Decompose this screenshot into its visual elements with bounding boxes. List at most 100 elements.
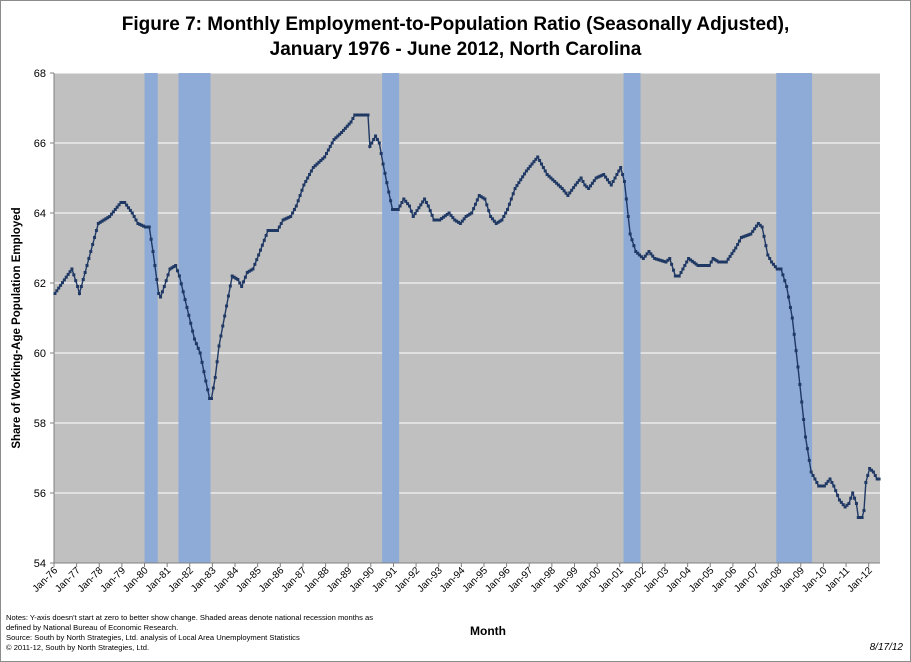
data-point [566, 194, 570, 197]
data-point [253, 262, 257, 266]
data-point [675, 274, 679, 278]
data-point [176, 269, 180, 273]
data-point [187, 313, 191, 317]
data-point [828, 477, 832, 481]
data-point [198, 351, 202, 355]
data-point [647, 250, 651, 253]
data-point [126, 206, 130, 210]
data-point [317, 160, 321, 164]
data-point [836, 493, 840, 497]
data-point [355, 113, 359, 117]
data-point [853, 496, 857, 500]
data-point [291, 211, 295, 215]
data-point [145, 225, 149, 229]
y-tick-label: 58 [34, 418, 46, 430]
data-point [766, 253, 770, 257]
data-point [257, 253, 261, 257]
data-point [538, 159, 542, 162]
data-point [321, 157, 325, 161]
recession-band [178, 73, 211, 563]
data-point [817, 484, 821, 488]
note-line: © 2011-12, South by North Strategies, Lt… [6, 643, 150, 652]
data-point [617, 169, 621, 173]
data-point [104, 217, 108, 221]
data-point [721, 260, 725, 264]
data-point [845, 503, 849, 507]
data-point [517, 181, 521, 185]
data-point [102, 218, 106, 222]
data-point [688, 258, 692, 262]
data-point [556, 183, 560, 187]
data-point [274, 229, 278, 232]
data-point [270, 229, 274, 232]
data-point [820, 484, 824, 488]
data-point [677, 274, 681, 278]
data-point [289, 215, 293, 218]
data-point [64, 275, 68, 279]
data-point [543, 169, 547, 173]
data-point [406, 202, 410, 206]
data-point [340, 131, 344, 134]
data-point [489, 215, 493, 218]
data-point [660, 259, 664, 263]
data-point [153, 264, 157, 267]
data-point [374, 134, 378, 138]
data-point [53, 292, 57, 295]
data-point [719, 260, 723, 264]
data-point [728, 254, 732, 258]
data-point [313, 164, 317, 168]
data-point [589, 184, 593, 188]
data-point [328, 145, 332, 148]
data-point [487, 209, 491, 213]
data-point [641, 257, 645, 260]
y-tick-label: 62 [34, 278, 46, 290]
data-point [298, 194, 302, 197]
data-point [768, 257, 772, 260]
data-point [383, 171, 387, 175]
data-point [194, 342, 198, 346]
data-point [738, 239, 742, 243]
data-point [389, 199, 393, 203]
data-point [568, 191, 572, 195]
data-point [428, 209, 432, 213]
data-point [60, 281, 64, 285]
data-point [283, 217, 287, 221]
data-point [481, 196, 485, 200]
data-point [877, 477, 881, 481]
data-point [651, 254, 655, 258]
data-point [100, 219, 104, 223]
data-point [713, 258, 717, 262]
data-point [773, 265, 777, 269]
y-tick-label: 68 [34, 68, 46, 80]
data-point [472, 207, 476, 211]
data-point [560, 187, 564, 190]
data-point [287, 215, 291, 219]
data-point [306, 176, 310, 180]
data-point [125, 203, 129, 207]
data-point [621, 173, 625, 176]
data-point [756, 222, 760, 225]
data-point [515, 184, 519, 188]
data-point [624, 197, 628, 201]
data-point [477, 194, 481, 197]
data-point [347, 122, 351, 126]
data-point [534, 157, 538, 161]
data-point [468, 212, 472, 216]
chart-title: Figure 7: Monthly Employment-to-Populati… [0, 12, 911, 62]
data-point [819, 484, 823, 488]
data-point [813, 477, 817, 481]
data-point [524, 169, 528, 173]
data-point [304, 180, 308, 183]
data-point [292, 208, 296, 211]
data-point [134, 218, 138, 222]
data-point [72, 273, 76, 277]
data-point [213, 376, 217, 379]
y-tick-label: 66 [34, 138, 46, 150]
data-point [368, 145, 372, 148]
data-point [336, 134, 340, 138]
data-point [685, 260, 689, 264]
data-point [811, 474, 815, 477]
data-point [98, 220, 102, 224]
data-point [672, 268, 675, 272]
x-tick-label: Jan-12 [845, 565, 875, 595]
